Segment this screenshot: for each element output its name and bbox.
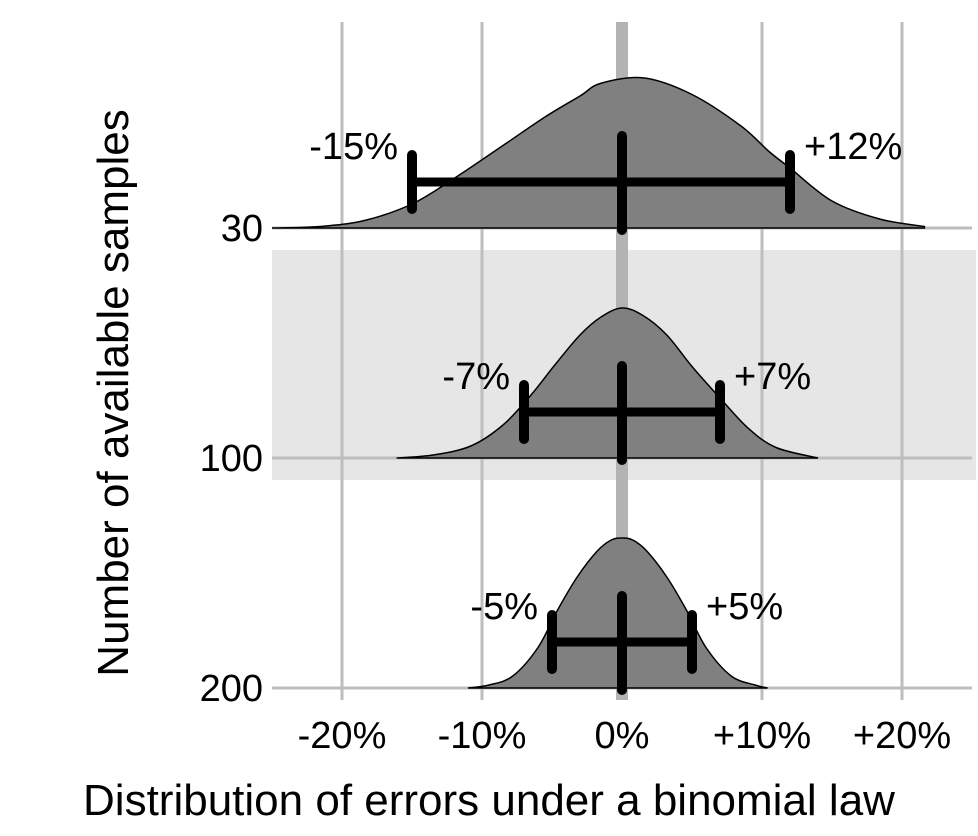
x-tick-label-10: +10% bbox=[713, 715, 811, 757]
x-axis-title: Distribution of errors under a binomial … bbox=[83, 776, 895, 825]
density-ridge-100 bbox=[396, 307, 819, 459]
ci-high-label-30: +12% bbox=[804, 126, 902, 168]
y-tick-label-30: 30 bbox=[221, 208, 263, 250]
y-tick-label-200: 200 bbox=[200, 668, 263, 710]
ci-low-label-200: -5% bbox=[470, 586, 538, 628]
ci-high-label-100: +7% bbox=[734, 356, 811, 398]
y-axis-title: Number of available samples bbox=[89, 109, 138, 676]
ci-low-label-100: -7% bbox=[442, 356, 510, 398]
x-tick-label--20: -20% bbox=[298, 715, 387, 757]
x-tick-label-0: 0% bbox=[595, 715, 650, 757]
ci-low-label-30: -15% bbox=[309, 126, 398, 168]
y-tick-label-100: 100 bbox=[200, 438, 263, 480]
x-tick-label--10: -10% bbox=[438, 715, 527, 757]
ci-high-label-200: +5% bbox=[706, 586, 783, 628]
x-tick-label-20: +20% bbox=[853, 715, 951, 757]
density-ridge-30 bbox=[271, 76, 926, 229]
